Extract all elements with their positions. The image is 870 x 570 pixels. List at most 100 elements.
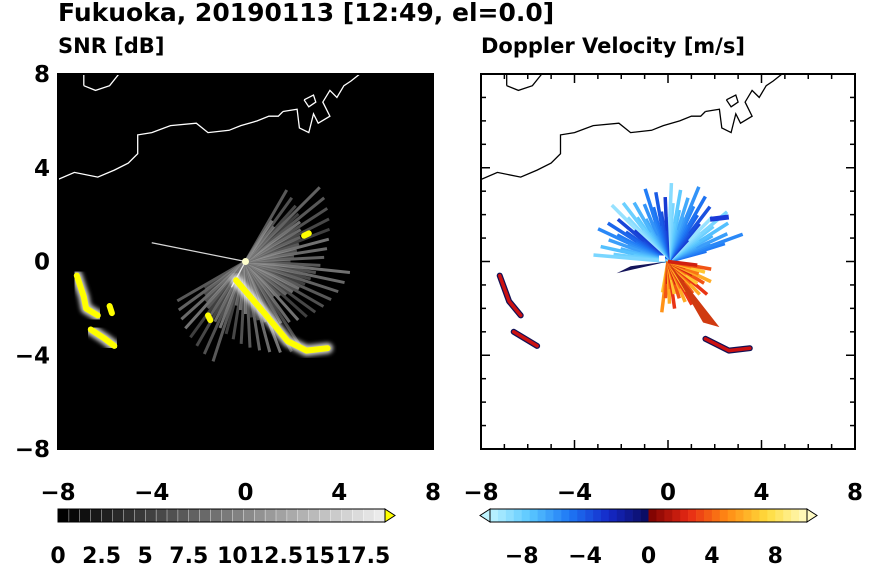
receding-streak: [667, 259, 698, 267]
strong-echo: [233, 277, 331, 354]
colorbar-cell: [275, 508, 288, 523]
clutter-streak: [244, 189, 289, 263]
coastline-segment: [83, 74, 120, 92]
colorbar-cell: [759, 509, 768, 522]
x-tick-label: 8: [847, 480, 863, 506]
colorbar-cell: [600, 509, 610, 522]
colorbar-cell: [330, 508, 342, 523]
radar-site: [658, 255, 665, 262]
colorbar-cell: [79, 508, 92, 523]
colorbar-cell: [569, 509, 578, 522]
strong-echo: [205, 312, 214, 324]
x-tick-label: 0: [660, 480, 676, 506]
colorbar-label: 0: [50, 544, 65, 569]
colorbar-cell: [243, 508, 255, 523]
doppler-x-tick-labels: −8 −4 0 4 8: [463, 480, 863, 506]
colorbar-cell: [696, 509, 705, 522]
radar-site: [242, 258, 249, 265]
x-tick-label: −8: [463, 480, 498, 506]
colorbar-cell: [632, 509, 641, 522]
colorbar-cell: [529, 509, 538, 522]
colorbar-label: 5: [138, 544, 153, 569]
colorbar-cell: [341, 508, 353, 523]
doppler-colorbar: [479, 508, 818, 523]
colorbar-cell: [221, 508, 233, 523]
x-tick-label: −8: [40, 480, 75, 506]
colorbar-cell: [352, 508, 364, 523]
colorbar-label: 15: [304, 544, 335, 569]
x-tick-label: 4: [331, 480, 347, 506]
colorbar-label: 4: [704, 544, 719, 569]
colorbar-cell: [711, 509, 721, 522]
colorbar-cell: [553, 509, 562, 522]
colorbar-label: 7.5: [169, 544, 208, 569]
colorbar-label: −4: [568, 544, 602, 569]
colorbar-cell: [656, 509, 665, 522]
coastline-segment: [725, 94, 739, 108]
mixed-echo: [511, 330, 539, 348]
colorbar-cell: [545, 509, 554, 522]
colorbar-cell: [775, 509, 784, 522]
colorbar-cell: [144, 508, 157, 523]
colorbar-cell: [703, 509, 713, 522]
approaching-band: [616, 261, 668, 274]
colorbar-cell: [155, 508, 168, 523]
y-tick-label: −8: [15, 437, 50, 463]
colorbar-cell: [232, 508, 244, 523]
colorbar-cell: [537, 509, 546, 522]
colorbar-cell: [727, 509, 736, 522]
colorbar-cell: [680, 509, 689, 522]
colorbar-cell: [783, 509, 792, 522]
colorbar-frame: [57, 508, 386, 523]
coastline-segment: [481, 111, 706, 181]
y-tick-label: 0: [34, 250, 50, 276]
colorbar-cell: [513, 509, 522, 522]
colorbar-cell: [688, 509, 697, 522]
colorbar-cell: [308, 508, 321, 523]
colorbar-cell: [90, 508, 103, 523]
colorbar-cell: [319, 508, 332, 523]
approaching-streak: [709, 214, 730, 222]
snr-axis-ticks: [57, 73, 434, 450]
colorbar-cell: [363, 508, 375, 523]
colorbar-cell: [490, 509, 499, 522]
clutter-streak: [151, 242, 246, 263]
colorbar-cell: [134, 508, 146, 523]
snr-y-tick-labels: 8 4 0 −4 −8: [15, 62, 50, 463]
colorbar-cell: [286, 508, 299, 523]
doppler-panel-title: Doppler Velocity [m/s]: [481, 34, 745, 58]
colorbar-cell: [791, 509, 800, 522]
doppler-echo-layer: [496, 182, 753, 354]
colorbar-cell: [577, 509, 586, 522]
colorbar-over-arrow: [384, 508, 396, 523]
approaching-streak: [593, 253, 669, 264]
snr-x-tick-labels: −8 −4 0 4 8: [40, 480, 441, 506]
coastline-segment: [58, 111, 284, 181]
colorbar-cell: [616, 509, 626, 522]
strong-echo: [73, 272, 101, 319]
colorbar-cell: [210, 508, 223, 523]
colorbar-cell: [608, 509, 618, 522]
colorbar-cell: [672, 509, 681, 522]
x-tick-label: 0: [237, 480, 253, 506]
strong-echo: [106, 303, 115, 317]
snr-colorbar-labels: 0 2.5 5 7.5 10 12.5 15 17.5: [50, 544, 390, 569]
coastline-segment: [506, 74, 543, 92]
colorbar-cell: [166, 508, 179, 523]
colorbar-cell: [177, 508, 190, 523]
colorbar-cell: [101, 508, 113, 523]
colorbar-cell: [593, 509, 602, 522]
snr-echo-layer: [71, 186, 351, 362]
snr-panel: −8 −4 0 4 8 8 4 0 −4 −8 0 2.5 5 7.5 10 12.5 15 17.5: [15, 62, 441, 569]
colorbar-cell: [112, 508, 124, 523]
colorbar-over-arrow: [806, 508, 818, 523]
colorbar-cell: [297, 508, 310, 523]
coastline-segment: [303, 94, 317, 108]
figure-title: Fukuoka, 20190113 [12:49, el=0.0]: [58, 0, 555, 27]
colorbar-cell: [199, 508, 212, 523]
colorbar-label: 2.5: [82, 544, 121, 569]
colorbar-label: −8: [505, 544, 539, 569]
colorbar-cell: [188, 508, 201, 523]
doppler-axis-ticks: [480, 73, 856, 450]
colorbar-cell: [123, 508, 135, 523]
